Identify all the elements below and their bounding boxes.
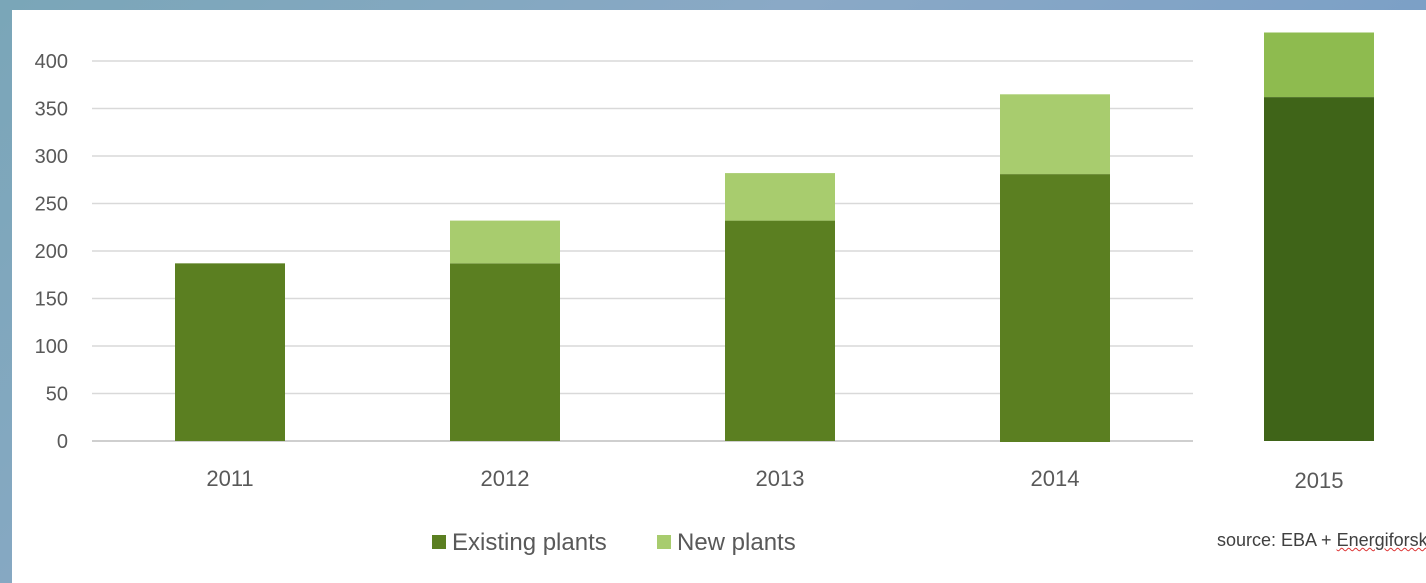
- y-tick-label: 100: [35, 336, 68, 358]
- y-tick-label: 400: [35, 51, 68, 73]
- x-tick-label: 2015: [1295, 468, 1344, 493]
- y-tick-label: 0: [57, 431, 68, 453]
- y-tick-label: 250: [35, 194, 68, 216]
- bar-existing-2013: [725, 220, 835, 441]
- source-note: source: EBA + Energiforsk: [1217, 530, 1426, 551]
- source-name: Energiforsk: [1336, 530, 1426, 550]
- x-tick-label: 2012: [481, 466, 530, 491]
- y-tick-label: 200: [35, 241, 68, 263]
- bar-existing-2014: [1000, 174, 1110, 442]
- y-tick-label: 300: [35, 146, 68, 168]
- bar-existing-2011: [175, 263, 285, 441]
- bar-existing-2012: [450, 263, 560, 441]
- legend-label: New plants: [677, 529, 796, 556]
- legend-label: Existing plants: [452, 529, 607, 556]
- x-tick-label: 2013: [756, 466, 805, 491]
- bar-existing-2015: [1264, 97, 1374, 441]
- y-tick-label: 150: [35, 289, 68, 311]
- legend-swatch: [432, 535, 446, 549]
- bar-new-2015: [1264, 32, 1374, 98]
- legend-swatch: [657, 535, 671, 549]
- bar-new-2013: [725, 173, 835, 221]
- x-tick-label: 2014: [1031, 466, 1080, 491]
- bar-new-2012: [450, 220, 560, 264]
- y-tick-label: 350: [35, 99, 68, 121]
- source-prefix: source: EBA +: [1217, 530, 1337, 550]
- bar-new-2014: [1000, 94, 1110, 175]
- y-tick-label: 50: [46, 384, 68, 406]
- x-tick-label: 2011: [206, 466, 253, 491]
